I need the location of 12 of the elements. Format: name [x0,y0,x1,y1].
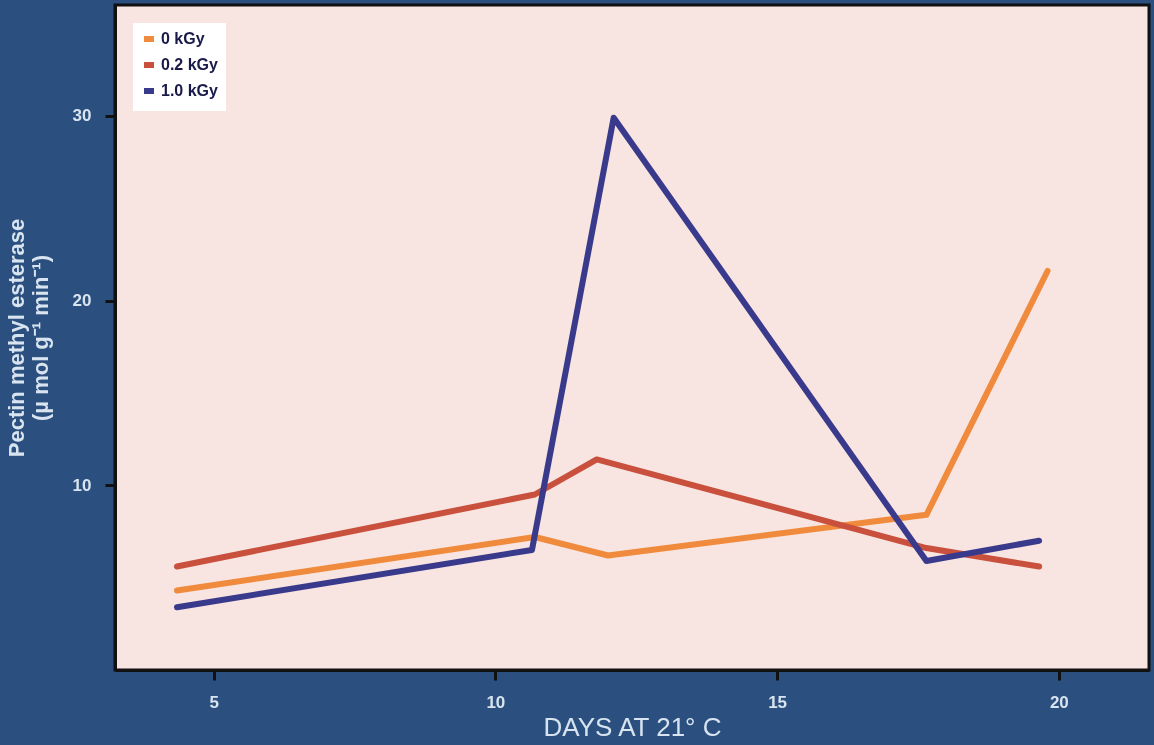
y-tick-label: 30 [72,106,92,126]
x-axis-title: DAYS AT 21° C [543,711,722,742]
x-tick-label: 15 [768,692,788,712]
y-tick-label: 10 [72,475,92,495]
y-tick-label: 20 [72,291,92,311]
y-axis-title: Pectin methyl esterase (µ mol g⁻¹ min⁻¹) [3,218,53,458]
legend-label: 0.2 kGy [161,56,219,73]
x-tick-label: 20 [1049,692,1069,712]
x-tick-label: 10 [486,692,506,712]
legend-label: 0 kGy [161,30,205,47]
legend-label: 1.0 kGy [161,82,219,99]
x-tick-label: 5 [209,692,219,712]
